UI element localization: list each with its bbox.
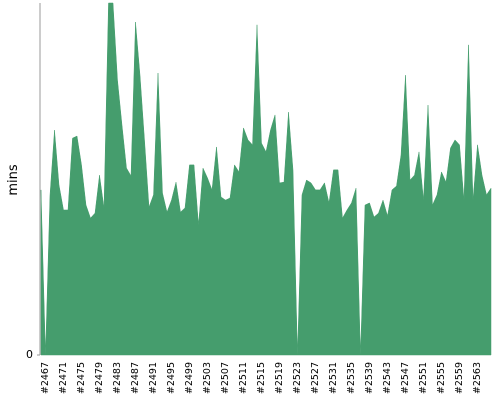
x-tick-label: #2467 bbox=[40, 362, 51, 394]
x-tick-label: #2499 bbox=[184, 362, 195, 394]
x-tick-label: #2515 bbox=[256, 362, 267, 394]
x-tick-label: #2535 bbox=[346, 362, 357, 394]
x-tick-label: #2479 bbox=[94, 362, 105, 394]
x-tick-label: #2471 bbox=[58, 362, 69, 394]
x-tick-label: #2547 bbox=[400, 362, 411, 394]
y-tick-label: 0 bbox=[26, 348, 33, 361]
area bbox=[40, 2, 492, 356]
x-tick-label: #2539 bbox=[364, 362, 375, 394]
x-tick-label: #2519 bbox=[274, 362, 285, 394]
x-tick-label: #2527 bbox=[310, 362, 321, 394]
x-tick-label: #2511 bbox=[238, 362, 249, 394]
x-tick-label: #2563 bbox=[472, 362, 483, 394]
x-tick-label: #2543 bbox=[382, 362, 393, 394]
x-tick-label: #2559 bbox=[454, 362, 465, 394]
x-tick-label: #2475 bbox=[76, 362, 87, 394]
x-tick-label: #2487 bbox=[130, 362, 141, 394]
x-tick-label: #2551 bbox=[418, 362, 429, 394]
y-axis-label: mins bbox=[6, 164, 21, 196]
x-tick-label: #2503 bbox=[202, 362, 213, 394]
x-tick-label: #2507 bbox=[220, 362, 231, 394]
x-tick-label: #2523 bbox=[292, 362, 303, 394]
x-tick-label: #2491 bbox=[148, 362, 159, 394]
x-tick-label: #2483 bbox=[112, 362, 123, 394]
x-tick-label: #2555 bbox=[436, 362, 447, 394]
x-tick-label: #2495 bbox=[166, 362, 177, 394]
x-tick-label: #2531 bbox=[328, 362, 339, 394]
